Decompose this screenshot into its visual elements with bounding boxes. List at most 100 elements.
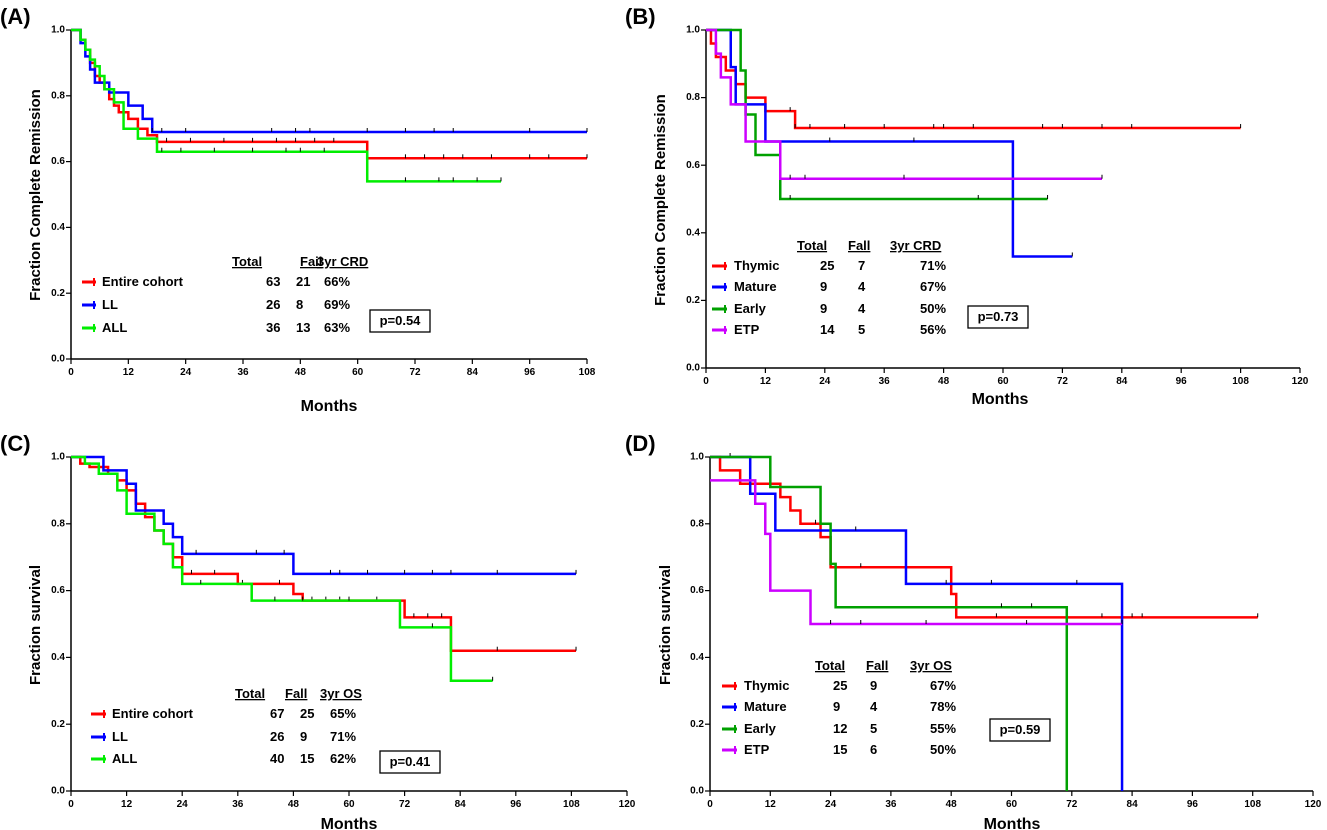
x-tick-label: 72 [1066,799,1078,810]
legend-fail: 4 [870,699,878,714]
series-line-1 [710,455,1258,619]
x-tick-label: 108 [1232,376,1249,387]
table-header: Total [232,254,262,269]
pvalue-box: p=0.59 [989,718,1051,742]
legend-fail: 4 [858,301,866,316]
x-tick-label: 0 [68,799,74,810]
y-tick-label: 1.0 [51,452,65,463]
table-header: Fall [848,238,870,253]
x-tick-label: 0 [703,376,709,387]
x-tick-label: 72 [399,799,411,810]
series-line-2 [71,455,577,576]
legend-name: Entire cohort [112,706,194,721]
y-tick-label: 1.0 [690,452,704,463]
y-tick-label: 0.8 [51,518,65,529]
legend-row-3: ALL 40 15 62% [91,751,356,766]
y-tick-label: 1.0 [686,25,700,36]
series-line-4 [710,479,1123,626]
table-header: Fall [285,686,307,701]
y-tick-label: 0.6 [51,156,65,167]
x-tick-label: 120 [1292,376,1309,387]
y-tick-label: 0.4 [686,227,700,238]
y-tick-label: 0.8 [51,90,65,101]
legend-name: Thymic [734,258,780,273]
legend-total: 40 [270,751,284,766]
x-tick-label: 48 [288,799,300,810]
series-line-3 [706,28,1048,201]
x-tick-label: 60 [1006,799,1018,810]
x-tick-label: 72 [1057,376,1069,387]
legend-total: 25 [820,258,834,273]
series-line-4 [706,28,1102,180]
series-line-3 [71,28,501,183]
legend-fail: 6 [870,742,877,757]
y-tick-label: 0.2 [690,719,704,730]
x-tick-label: 36 [885,799,897,810]
legend-fail: 25 [300,706,314,721]
panel-label: (A) [0,4,31,29]
legend-name: Thymic [744,678,790,693]
legend-rate: 71% [920,258,946,273]
legend-rate: 50% [920,301,946,316]
legend-name: Mature [734,279,777,294]
legend-total: 15 [833,742,847,757]
legend-rate: 65% [330,706,356,721]
x-tick-label: 96 [1176,376,1188,387]
table-header: 3yr CRD [890,238,941,253]
y-tick-label: 0.6 [690,585,704,596]
pvalue-box: p=0.41 [379,750,441,774]
legend-rate: 56% [920,322,946,337]
x-tick-label: 120 [1305,799,1322,810]
legend-fail: 13 [296,320,310,335]
panel-label: (B) [625,4,656,29]
legend-name: LL [112,729,128,744]
legend-rate: 50% [930,742,956,757]
pvalue-frame [369,309,431,333]
y-tick-label: 0.6 [51,585,65,596]
y-tick-label: 0.4 [51,652,65,663]
series-line-3 [71,455,493,683]
legend-fail: 9 [300,729,307,744]
legend-row-2: LL 26 9 71% [91,729,356,744]
legend-total: 26 [270,729,284,744]
legend-row-3: Early 9 4 50% [712,301,946,316]
pvalue-box: p=0.54 [369,309,431,333]
legend-fail: 8 [296,297,303,312]
legend-fail: 7 [858,258,865,273]
x-tick-label: 12 [121,799,133,810]
panel-label: (D) [625,431,656,456]
legend-fail: 9 [870,678,877,693]
x-tick-label: 0 [707,799,713,810]
legend-rate: 69% [324,297,350,312]
legend-name: ETP [744,742,770,757]
legend-rate: 63% [324,320,350,335]
x-tick-label: 36 [879,376,891,387]
y-tick-label: 0.4 [690,652,704,663]
x-tick-label: 60 [997,376,1009,387]
legend-fail: 5 [858,322,865,337]
x-tick-label: 108 [563,799,580,810]
table-header: Fall [866,658,888,673]
legend-name: ALL [112,751,137,766]
legend-name: Entire cohort [102,274,184,289]
legend-name: Mature [744,699,787,714]
legend-row-2: Mature 9 4 78% [722,699,956,714]
legend-fail: 21 [296,274,310,289]
legend-name: Early [744,721,777,736]
pvalue-box: p=0.73 [967,305,1029,329]
series-line-3 [710,455,1069,791]
legend-rate: 62% [330,751,356,766]
legend-rate: 78% [930,699,956,714]
y-axis-label: Fraction Complete Remission [652,94,669,306]
pvalue-text: p=0.54 [380,313,422,328]
y-tick-label: 0.8 [686,92,700,103]
x-tick-label: 96 [524,367,536,378]
x-axis-label: Months [984,816,1041,830]
x-tick-label: 96 [1187,799,1199,810]
x-tick-label: 24 [819,376,831,387]
y-tick-label: 1.0 [51,25,65,36]
y-axis-label: Fraction Complete Remission [27,89,44,301]
pvalue-text: p=0.59 [1000,722,1041,737]
y-tick-label: 0.0 [690,786,704,797]
legend-fail: 15 [300,751,314,766]
